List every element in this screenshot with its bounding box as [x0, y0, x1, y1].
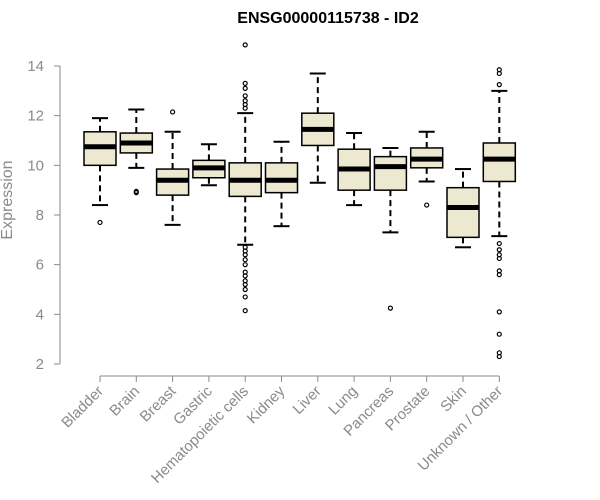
box-group	[409, 130, 444, 208]
y-tick-label: 8	[36, 207, 44, 224]
outlier-point	[496, 353, 502, 360]
outlier-point	[242, 286, 248, 293]
box-group	[482, 67, 517, 360]
outlier-point	[387, 305, 393, 311]
outlier-point	[496, 309, 502, 315]
outlier-point	[242, 273, 248, 279]
y-tick-label: 12	[27, 108, 44, 125]
box-group	[192, 143, 226, 187]
outlier-point	[496, 331, 502, 337]
outlier-point	[242, 93, 248, 99]
y-tick-label: 14	[27, 58, 44, 75]
y-tick-label: 4	[36, 306, 44, 323]
outlier-point	[97, 219, 103, 226]
outlier-point	[133, 188, 139, 195]
outlier-point	[242, 294, 248, 300]
box-group	[228, 42, 262, 314]
outlier-point	[496, 240, 502, 247]
box-group	[83, 117, 117, 226]
box-group	[446, 168, 480, 249]
outlier-point	[496, 82, 502, 88]
outlier-point	[170, 109, 176, 115]
y-tick-label: 2	[36, 356, 44, 373]
y-tick-label: 10	[27, 157, 44, 174]
box-group	[119, 108, 154, 196]
outlier-point	[242, 281, 248, 288]
chart-title: ENSG00000115738 - ID2	[237, 10, 419, 27]
outlier-point	[496, 247, 502, 253]
outlier-point	[242, 105, 248, 111]
box-group	[155, 109, 190, 226]
outlier-point	[496, 255, 502, 262]
y-axis: 2 4 6 8 10 12 14	[27, 58, 61, 373]
outlier-point	[242, 42, 248, 48]
x-tick-label: Bladder	[58, 383, 107, 432]
x-tick-label: Liver	[290, 383, 325, 418]
box-group	[373, 146, 408, 311]
x-tick-label: Kidney	[244, 382, 289, 427]
box-group	[301, 72, 335, 184]
outlier-point	[496, 70, 502, 77]
outlier-point	[242, 257, 248, 263]
outlier-point	[424, 202, 430, 208]
outlier-point	[242, 262, 248, 268]
boxes-layer	[83, 42, 517, 360]
box-group	[264, 140, 299, 228]
outlier-point	[242, 252, 248, 258]
iqr-box	[373, 155, 408, 191]
y-tick-label: 6	[36, 257, 44, 274]
outlier-point	[242, 85, 248, 91]
iqr-box	[446, 186, 480, 239]
iqr-box	[482, 142, 517, 183]
outlier-point	[496, 272, 502, 278]
outlier-point	[242, 308, 248, 314]
outlier-point	[242, 80, 248, 86]
x-tick-label: Skin	[437, 383, 470, 416]
y-axis-label: Expression	[0, 160, 16, 239]
box-group	[337, 132, 371, 207]
